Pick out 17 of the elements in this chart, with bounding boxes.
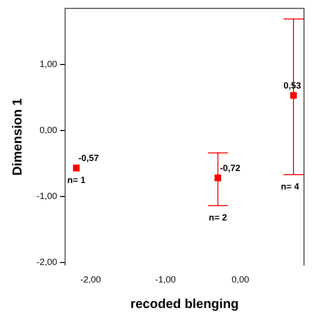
y-tick-label: -2,00 [36,256,58,267]
annotation: n= 4 [280,182,300,192]
point [214,174,222,182]
y-axis-title: Dimension 1 [9,98,24,176]
data-label: -0,72 [220,162,240,173]
point [73,164,80,172]
x-tick-label: 0,00 [232,274,250,284]
x-tick-label: -1,00 [155,274,176,284]
x-axis-title: recoded blenging [130,296,239,311]
y-tick-label: 0,00 [40,124,58,135]
y-tick-label: 1,00 [40,58,58,69]
x-tick-label: -2,00 [80,274,101,284]
data-label: -0,57 [78,152,99,163]
annotation: n= 2 [208,212,228,223]
y-tick-label: -1,00 [36,190,58,201]
point [290,92,297,99]
annotation: n= 1 [67,174,86,185]
